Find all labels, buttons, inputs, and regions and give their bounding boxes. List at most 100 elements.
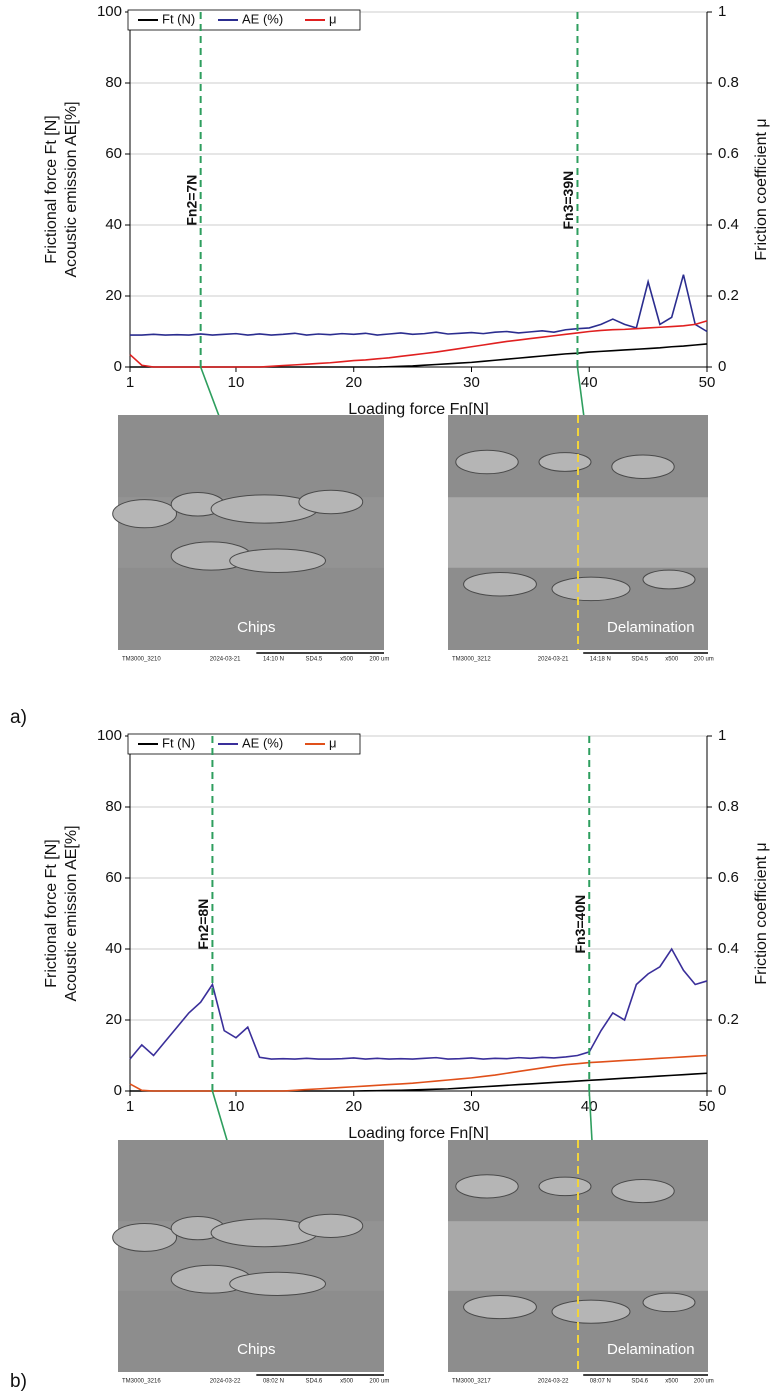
image-footer: SD4.5: [631, 657, 648, 663]
y2-tick-label: 0: [718, 1082, 726, 1099]
series-line: [129, 947, 708, 1060]
sem-feature: [611, 454, 675, 479]
sem-feature: [551, 1299, 631, 1324]
sem-feature: [229, 548, 326, 573]
image-footer: TM3000_3212: [452, 657, 491, 663]
legend-label: Ft (N): [162, 735, 195, 750]
x-tick-label: 50: [699, 1098, 716, 1115]
x-tick-label: 30: [463, 374, 480, 391]
y2-axis-label: Friction coefficient μ: [753, 118, 770, 260]
x-tick-label: 40: [581, 1098, 598, 1115]
sem-feature: [112, 499, 178, 529]
image-footer: SD4.5: [306, 657, 323, 663]
x-tick-label: 10: [228, 374, 245, 391]
image-footer: 2024-03-22: [538, 1379, 569, 1385]
y2-tick-label: 0: [718, 358, 726, 375]
x-tick-label: 1: [126, 1098, 134, 1115]
sem-feature: [538, 1176, 592, 1197]
sem-image: Chips TM3000_3216 2024-03-22 08:02 N SD4.6 x5…: [112, 1140, 389, 1385]
x-tick-label: 10: [228, 1098, 245, 1115]
y-tick-label: 60: [105, 869, 122, 886]
annotation-label: Fn3=40N: [572, 895, 588, 954]
sem-feature: [455, 449, 519, 475]
y2-tick-label: 1: [718, 3, 726, 20]
image-footer: 14:18 N: [590, 657, 611, 663]
image-caption: Chips: [237, 619, 275, 636]
y-tick-label: 20: [105, 1011, 122, 1028]
image-footer: 2024-03-21: [538, 657, 569, 663]
legend-label: AE (%): [242, 735, 283, 750]
image-caption: Chips: [237, 1341, 275, 1358]
image-footer: 200 um: [369, 1379, 389, 1385]
image-footer: 200 um: [369, 657, 389, 663]
y-axis-label: Acoustic emission AE[%]: [63, 101, 80, 277]
y-tick-label: 100: [97, 3, 122, 20]
y-tick-label: 40: [105, 216, 122, 233]
sem-feature: [642, 1292, 696, 1313]
y-tick-label: 0: [114, 1082, 122, 1099]
legend-box: [127, 733, 361, 755]
legend-label: μ: [329, 11, 337, 26]
legend-label: AE (%): [242, 11, 283, 26]
panel-label: b): [10, 1371, 27, 1392]
sem-feature: [538, 452, 592, 472]
x-axis-label: Loading force Fn[N]: [348, 1125, 489, 1142]
y-tick-label: 60: [105, 145, 122, 162]
legend-label: Ft (N): [162, 11, 195, 26]
y-axis-label: Acoustic emission AE[%]: [63, 825, 80, 1001]
image-footer: x500: [665, 1379, 679, 1385]
series-line: [129, 320, 708, 368]
image-footer: 08:07 N: [590, 1379, 611, 1385]
legend-label: μ: [329, 735, 337, 750]
sem-feature: [642, 569, 696, 590]
x-axis-label: Loading force Fn[N]: [348, 401, 489, 418]
x-tick-label: 20: [345, 374, 362, 391]
sem-feature: [112, 1223, 178, 1252]
series-line: [129, 1054, 708, 1092]
panel-label: a): [10, 707, 27, 728]
x-tick-label: 1: [126, 374, 134, 391]
image-footer: x500: [340, 1379, 354, 1385]
annotation-label: Fn2=8N: [195, 899, 211, 950]
y-tick-label: 80: [105, 798, 122, 815]
image-footer: SD4.6: [631, 1379, 648, 1385]
image-caption: Delamination: [607, 1341, 695, 1358]
image-footer: SD4.6: [306, 1379, 323, 1385]
image-footer: 14:10 N: [263, 657, 284, 663]
sem-feature: [455, 1174, 519, 1199]
image-footer: x500: [665, 657, 679, 663]
sem-feature: [229, 1271, 326, 1296]
y2-tick-label: 0.2: [718, 287, 739, 304]
image-footer: 08:02 N: [263, 1379, 284, 1385]
image-footer: TM3000_3210: [122, 657, 161, 663]
image-footer: 200 um: [694, 657, 714, 663]
image-caption: Delamination: [607, 619, 695, 636]
y2-tick-label: 0.2: [718, 1011, 739, 1028]
sem-feature: [298, 489, 364, 515]
y2-tick-label: 0.4: [718, 940, 739, 957]
y-tick-label: 80: [105, 74, 122, 91]
x-tick-label: 50: [699, 374, 716, 391]
sem-feature: [463, 1294, 537, 1320]
sem-image: Delamination TM3000_3217 2024-03-22 08:07 N…: [448, 1140, 714, 1385]
image-footer: 2024-03-21: [210, 657, 241, 663]
y-axis-label: Frictional force Ft [N]: [43, 839, 60, 987]
y2-tick-label: 0.6: [718, 869, 739, 886]
y-tick-label: 20: [105, 287, 122, 304]
image-footer: TM3000_3217: [452, 1379, 491, 1385]
annotation-label: Fn2=7N: [183, 175, 199, 226]
series-line: [130, 274, 708, 336]
y-tick-label: 40: [105, 940, 122, 957]
sem-feature: [463, 571, 537, 597]
x-tick-label: 20: [345, 1098, 362, 1115]
image-footer: TM3000_3216: [122, 1379, 161, 1385]
image-footer: 200 um: [694, 1379, 714, 1385]
legend-box: [127, 9, 361, 31]
y-tick-label: 0: [114, 358, 122, 375]
sem-feature: [298, 1213, 364, 1238]
sem-image: Delamination TM3000_3212 2024-03-21 14:18 N…: [448, 415, 714, 663]
image-footer: x500: [340, 657, 354, 663]
image-footer: 2024-03-22: [210, 1379, 241, 1385]
y2-tick-label: 0.8: [718, 798, 739, 815]
